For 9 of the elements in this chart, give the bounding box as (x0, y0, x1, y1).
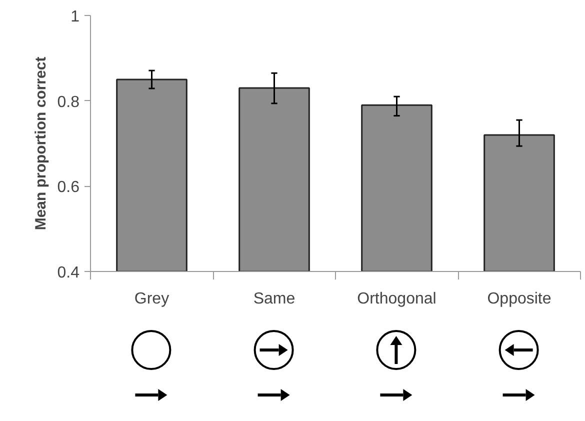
y-tick-label: 1 (70, 8, 80, 26)
y-tick-label: 0.4 (57, 264, 80, 282)
x-tick-label: Orthogonal (357, 290, 436, 308)
x-tick-label: Opposite (487, 290, 552, 308)
y-axis-title: Mean proportion correct (32, 56, 50, 230)
y-tick-label: 0.8 (57, 94, 80, 111)
x-tick-label: Grey (134, 290, 170, 308)
x-tick-label: Same (253, 290, 296, 308)
y-tick-label: 0.6 (57, 179, 80, 196)
